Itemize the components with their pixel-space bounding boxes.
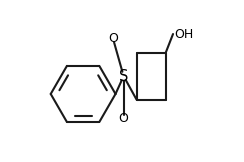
Text: O: O [119,112,129,125]
Text: S: S [119,69,128,84]
Text: O: O [108,32,118,45]
Text: OH: OH [175,28,194,40]
